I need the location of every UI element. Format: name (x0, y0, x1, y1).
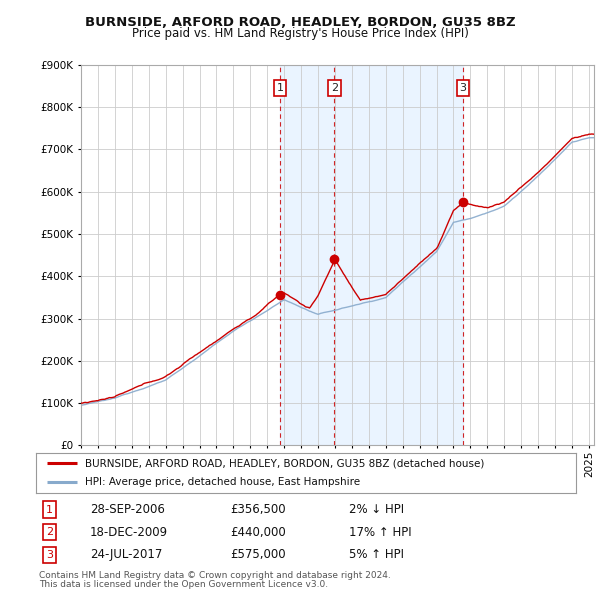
Text: 2: 2 (331, 83, 338, 93)
Text: Price paid vs. HM Land Registry's House Price Index (HPI): Price paid vs. HM Land Registry's House … (131, 27, 469, 40)
Text: 28-SEP-2006: 28-SEP-2006 (90, 503, 165, 516)
Text: 2: 2 (46, 527, 53, 537)
Text: BURNSIDE, ARFORD ROAD, HEADLEY, BORDON, GU35 8BZ (detached house): BURNSIDE, ARFORD ROAD, HEADLEY, BORDON, … (85, 458, 484, 468)
Text: 17% ↑ HPI: 17% ↑ HPI (349, 526, 412, 539)
Text: 1: 1 (46, 504, 53, 514)
Text: 2% ↓ HPI: 2% ↓ HPI (349, 503, 404, 516)
Text: 3: 3 (46, 550, 53, 560)
Text: HPI: Average price, detached house, East Hampshire: HPI: Average price, detached house, East… (85, 477, 360, 487)
Text: 3: 3 (460, 83, 466, 93)
Text: Contains HM Land Registry data © Crown copyright and database right 2024.: Contains HM Land Registry data © Crown c… (39, 571, 391, 579)
Bar (280, 65, 463, 445)
Text: BURNSIDE, ARFORD ROAD, HEADLEY, BORDON, GU35 8BZ: BURNSIDE, ARFORD ROAD, HEADLEY, BORDON, … (85, 16, 515, 29)
Text: 5% ↑ HPI: 5% ↑ HPI (349, 548, 404, 561)
Text: This data is licensed under the Open Government Licence v3.0.: This data is licensed under the Open Gov… (39, 580, 328, 589)
Text: £440,000: £440,000 (230, 526, 286, 539)
Text: 24-JUL-2017: 24-JUL-2017 (90, 548, 163, 561)
Text: 1: 1 (277, 83, 283, 93)
Text: £356,500: £356,500 (230, 503, 286, 516)
Text: 18-DEC-2009: 18-DEC-2009 (90, 526, 168, 539)
Text: £575,000: £575,000 (230, 548, 286, 561)
